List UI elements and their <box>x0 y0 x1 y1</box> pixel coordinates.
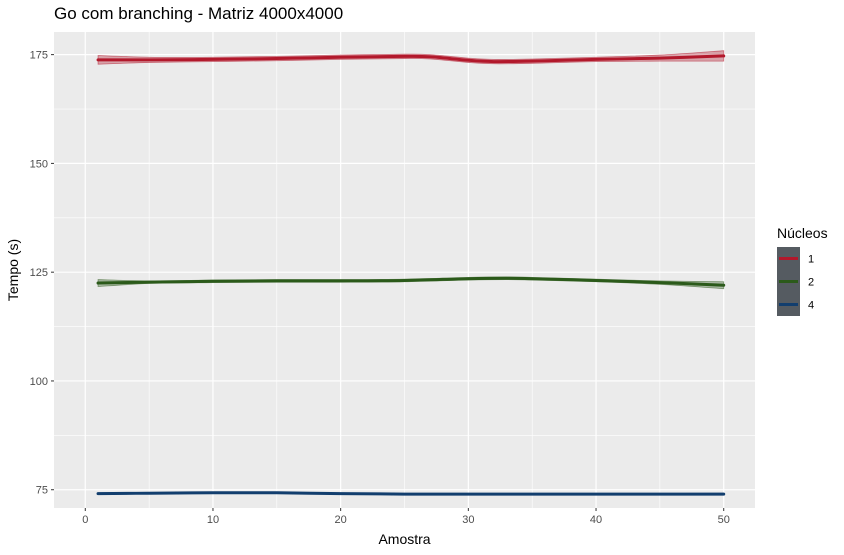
y-tick-label: 150 <box>30 158 48 170</box>
legend-label-1: 1 <box>808 254 814 266</box>
chart-title: Go com branching - Matriz 4000x4000 <box>54 4 344 23</box>
x-axis-title: Amostra <box>378 531 430 547</box>
legend: Núcleos 1 2 4 <box>777 225 828 316</box>
y-tick-label: 100 <box>30 376 48 388</box>
y-axis-title: Tempo (s) <box>5 239 21 301</box>
axes: 0 10 20 30 40 50 75 100 125 150 175 <box>30 50 730 526</box>
grid-lines <box>54 32 755 508</box>
y-tick-label: 175 <box>30 50 48 62</box>
series-2-line <box>96 276 726 287</box>
x-tick-label: 40 <box>590 514 602 526</box>
series-lines <box>96 54 726 496</box>
x-tick-label: 10 <box>207 514 219 526</box>
x-tick-label: 50 <box>718 514 730 526</box>
legend-label-2: 2 <box>808 277 814 289</box>
x-tick-label: 30 <box>462 514 474 526</box>
y-tick-label: 75 <box>36 485 48 497</box>
legend-title: Núcleos <box>777 225 828 241</box>
series-1-line <box>96 54 726 64</box>
legend-label-4: 4 <box>808 300 814 312</box>
series-4-line <box>96 491 726 496</box>
x-tick-label: 0 <box>82 514 88 526</box>
x-tick-label: 20 <box>335 514 347 526</box>
y-tick-label: 125 <box>30 267 48 279</box>
